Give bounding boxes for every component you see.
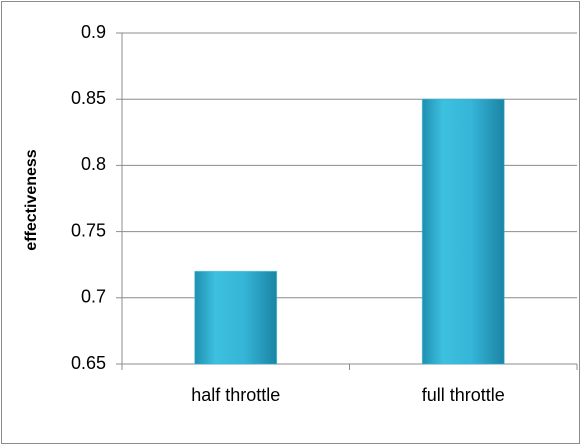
bar <box>421 98 505 365</box>
x-tick-label: half throttle <box>191 385 280 405</box>
y-tick-label: 0.8 <box>81 154 106 174</box>
bar <box>194 270 278 365</box>
y-tick-label: 0.7 <box>81 287 106 307</box>
x-tick-label: full throttle <box>422 385 505 405</box>
y-tick-label: 0.85 <box>71 88 106 108</box>
y-tick-label: 0.9 <box>81 22 106 42</box>
y-tick-label: 0.65 <box>71 353 106 373</box>
y-tick-label: 0.75 <box>71 220 106 240</box>
y-axis-title: effectiveness <box>23 149 40 250</box>
